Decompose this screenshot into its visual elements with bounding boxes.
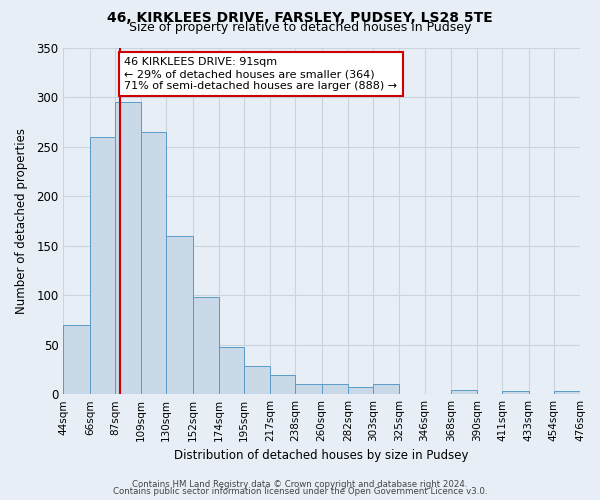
Bar [193, 297, 219, 394]
Bar [166, 236, 193, 394]
Y-axis label: Number of detached properties: Number of detached properties [15, 128, 28, 314]
Bar [295, 384, 322, 394]
Text: Contains HM Land Registry data © Crown copyright and database right 2024.: Contains HM Land Registry data © Crown c… [132, 480, 468, 489]
Bar [451, 390, 477, 394]
Bar [115, 102, 141, 394]
Bar [244, 366, 271, 394]
X-axis label: Distribution of detached houses by size in Pudsey: Distribution of detached houses by size … [175, 450, 469, 462]
Bar [348, 387, 373, 394]
Text: 46 KIRKLEES DRIVE: 91sqm
← 29% of detached houses are smaller (364)
71% of semi-: 46 KIRKLEES DRIVE: 91sqm ← 29% of detach… [124, 58, 398, 90]
Bar [64, 325, 90, 394]
Bar [373, 384, 400, 394]
Text: 46, KIRKLEES DRIVE, FARSLEY, PUDSEY, LS28 5TE: 46, KIRKLEES DRIVE, FARSLEY, PUDSEY, LS2… [107, 11, 493, 25]
Bar [90, 136, 115, 394]
Bar [554, 391, 580, 394]
Text: Size of property relative to detached houses in Pudsey: Size of property relative to detached ho… [129, 21, 471, 34]
Bar [322, 384, 348, 394]
Bar [219, 346, 244, 394]
Bar [141, 132, 166, 394]
Bar [502, 391, 529, 394]
Bar [271, 376, 295, 394]
Text: Contains public sector information licensed under the Open Government Licence v3: Contains public sector information licen… [113, 488, 487, 496]
